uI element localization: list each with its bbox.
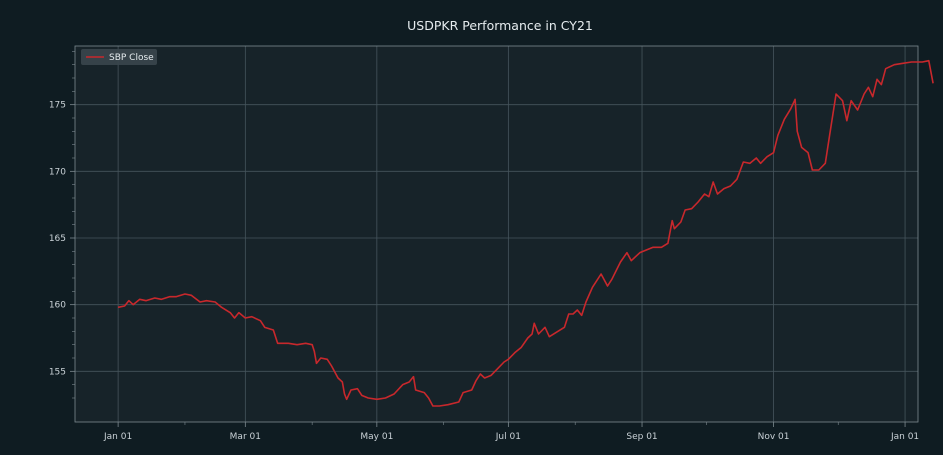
legend: SBP Close <box>81 49 157 65</box>
chart-title: USDPKR Performance in CY21 <box>407 18 593 33</box>
y-tick-label: 160 <box>49 301 66 311</box>
y-tick-label: 155 <box>49 367 66 377</box>
x-tick-label: Jan 01 <box>103 432 132 442</box>
y-tick-label: 165 <box>49 234 66 244</box>
series-line-sbp-close <box>117 59 934 407</box>
x-tick-label: Sep 01 <box>626 432 657 442</box>
x-tick-label: Jul 01 <box>495 432 521 442</box>
x-tick-label: Nov 01 <box>758 432 790 442</box>
x-tick-label: May 01 <box>360 432 393 442</box>
x-tick-label: Mar 01 <box>230 432 261 442</box>
axes: 155 160 165 170 175 Jan 01 Mar 01 May 01 Jul 01 S… <box>49 51 919 442</box>
legend-label: SBP Close <box>109 53 154 63</box>
y-tick-label: 170 <box>49 167 66 177</box>
legend-box <box>81 49 157 65</box>
y-tick-label: 175 <box>49 101 66 111</box>
series-layer <box>117 59 934 407</box>
plot-area <box>75 46 918 422</box>
plot-frame <box>74 45 919 423</box>
grid-lines <box>75 46 918 422</box>
x-tick-label: Jan 01 <box>890 432 919 442</box>
